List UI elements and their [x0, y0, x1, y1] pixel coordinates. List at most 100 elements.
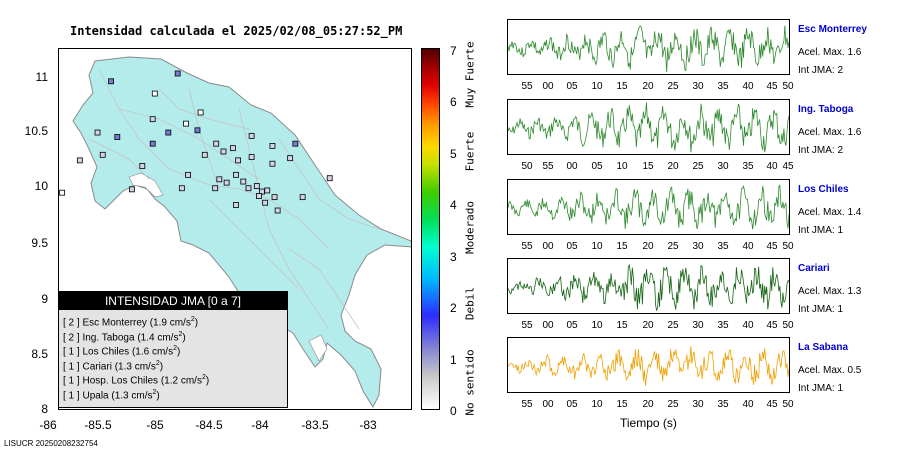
waveform-time-tick: 40 [742, 399, 754, 410]
station-marker[interactable] [269, 143, 276, 149]
legend-row: [ 2 ] Esc Monterrey (1.9 cm/s2) [63, 316, 198, 328]
legend-station-name: Los Chiles [82, 346, 130, 358]
legend-scale: [ 1 ] [63, 375, 80, 387]
waveform-time-tick: 35 [717, 399, 729, 410]
station-marker[interactable] [178, 185, 185, 192]
waveform-time-tick: 25 [667, 241, 679, 252]
station-marker[interactable] [264, 187, 271, 194]
waveform-time-tick: 35 [717, 241, 729, 252]
waveform-time-tick: 25 [667, 399, 679, 410]
station-marker[interactable] [287, 155, 294, 162]
station-marker[interactable] [299, 194, 306, 201]
station-marker[interactable] [292, 140, 299, 147]
station-marker[interactable] [185, 171, 192, 178]
footer-code: LISUCR 20250208232754 [4, 439, 98, 448]
station-marker[interactable] [229, 145, 236, 152]
station-marker[interactable] [233, 202, 239, 208]
waveform-time-tick: 30 [692, 241, 704, 252]
station-marker[interactable] [99, 151, 106, 158]
waveform-station-name: Esc Monterrey [798, 24, 867, 35]
station-marker[interactable] [271, 194, 278, 201]
station-marker[interactable] [213, 140, 220, 147]
station-markers [59, 70, 333, 214]
station-marker[interactable] [248, 132, 255, 139]
colorbar-tick: 5 [450, 146, 457, 161]
station-marker[interactable] [326, 175, 333, 182]
station-marker[interactable] [201, 151, 208, 158]
colorbar-tick: 4 [450, 198, 457, 212]
station-marker[interactable] [183, 120, 189, 127]
colorbar-category-label: Muy Fuerte [463, 41, 477, 108]
waveform-time-tick: 25 [667, 81, 679, 92]
station-marker[interactable] [262, 199, 269, 206]
station-marker[interactable] [128, 186, 135, 193]
waveform-time-tick: 25 [692, 161, 704, 172]
legend-close: ) [176, 346, 181, 358]
station-marker[interactable] [240, 178, 247, 185]
legend-row: [ 1 ] Upala (1.3 cm/s2) [63, 389, 160, 401]
station-marker[interactable] [94, 129, 101, 136]
station-marker[interactable] [194, 127, 201, 134]
waveform-line [508, 346, 789, 386]
station-marker[interactable] [149, 140, 156, 147]
legend-scale: [ 2 ] [63, 317, 80, 329]
waveform-panel [507, 19, 790, 75]
waveform-time-tick: 10 [616, 161, 628, 172]
map-x-tick: -85.5 [84, 418, 112, 432]
legend-close: ) [156, 390, 160, 402]
waveform-accel-max: Acel. Max. 1.6 [798, 127, 862, 138]
colorbar-tick: 3 [450, 249, 457, 264]
waveform-time-tick: 50 [782, 81, 794, 92]
station-marker[interactable] [274, 207, 281, 214]
station-marker[interactable] [165, 129, 172, 136]
station-marker[interactable] [114, 134, 121, 140]
colorbar-tick: 0 [450, 404, 457, 418]
station-marker[interactable] [256, 193, 262, 199]
legend-station-name: Ing. Taboga [82, 331, 135, 343]
waveform-time-tick: 25 [667, 320, 679, 331]
waveform-time-tick: 00 [566, 161, 578, 172]
map-y-tick: 9.5 [31, 236, 48, 250]
station-marker[interactable] [149, 116, 156, 123]
legend-unit-sup: 2 [201, 374, 206, 382]
station-marker[interactable] [59, 189, 66, 196]
station-marker[interactable] [253, 183, 260, 189]
waveform-time-tick: 30 [692, 320, 704, 331]
colorbar-tick: 2 [450, 301, 457, 315]
station-marker[interactable] [216, 176, 223, 183]
map-y-tick: 9 [41, 292, 48, 306]
station-marker[interactable] [151, 90, 158, 97]
station-marker[interactable] [197, 109, 204, 116]
station-marker[interactable] [108, 78, 114, 85]
station-marker[interactable] [220, 148, 227, 155]
station-marker[interactable] [248, 154, 255, 160]
waveform-jma-intensity: Int JMA: 1 [798, 225, 844, 236]
station-marker[interactable] [139, 163, 146, 169]
station-marker[interactable] [212, 185, 219, 192]
waveform-line [508, 102, 789, 153]
intensity-colorbar [421, 48, 440, 410]
waveform-time-tick: 50 [782, 241, 794, 252]
station-marker[interactable] [235, 157, 241, 164]
map-x-tick: -86 [39, 418, 57, 432]
station-marker[interactable] [233, 171, 239, 178]
legend-station-name: Esc Monterrey [82, 317, 147, 329]
legend-value: (1.6 cm/s [131, 346, 174, 358]
waveform-jma-intensity: Int JMA: 1 [798, 383, 844, 394]
station-marker[interactable] [223, 179, 230, 186]
waveform-jma-intensity: Int JMA: 1 [798, 304, 844, 315]
waveform-time-tick: 00 [542, 399, 554, 410]
waveform-jma-intensity: Int JMA: 2 [798, 145, 844, 156]
legend-row: [ 1 ] Los Chiles (1.6 cm/s2) [63, 345, 180, 357]
station-marker[interactable] [245, 185, 252, 192]
time-axis-label: Tiempo (s) [620, 416, 677, 430]
map-x-tick: -85 [146, 418, 164, 432]
waveform-time-tick: 20 [667, 161, 679, 172]
station-marker[interactable] [269, 160, 276, 167]
station-marker[interactable] [76, 157, 83, 164]
station-marker[interactable] [174, 70, 181, 77]
legend-unit-sup: 2 [152, 389, 157, 396]
legend-unit-sup: 2 [155, 359, 160, 367]
waveform-plot [508, 102, 789, 153]
nicoya-gulf [128, 172, 164, 198]
